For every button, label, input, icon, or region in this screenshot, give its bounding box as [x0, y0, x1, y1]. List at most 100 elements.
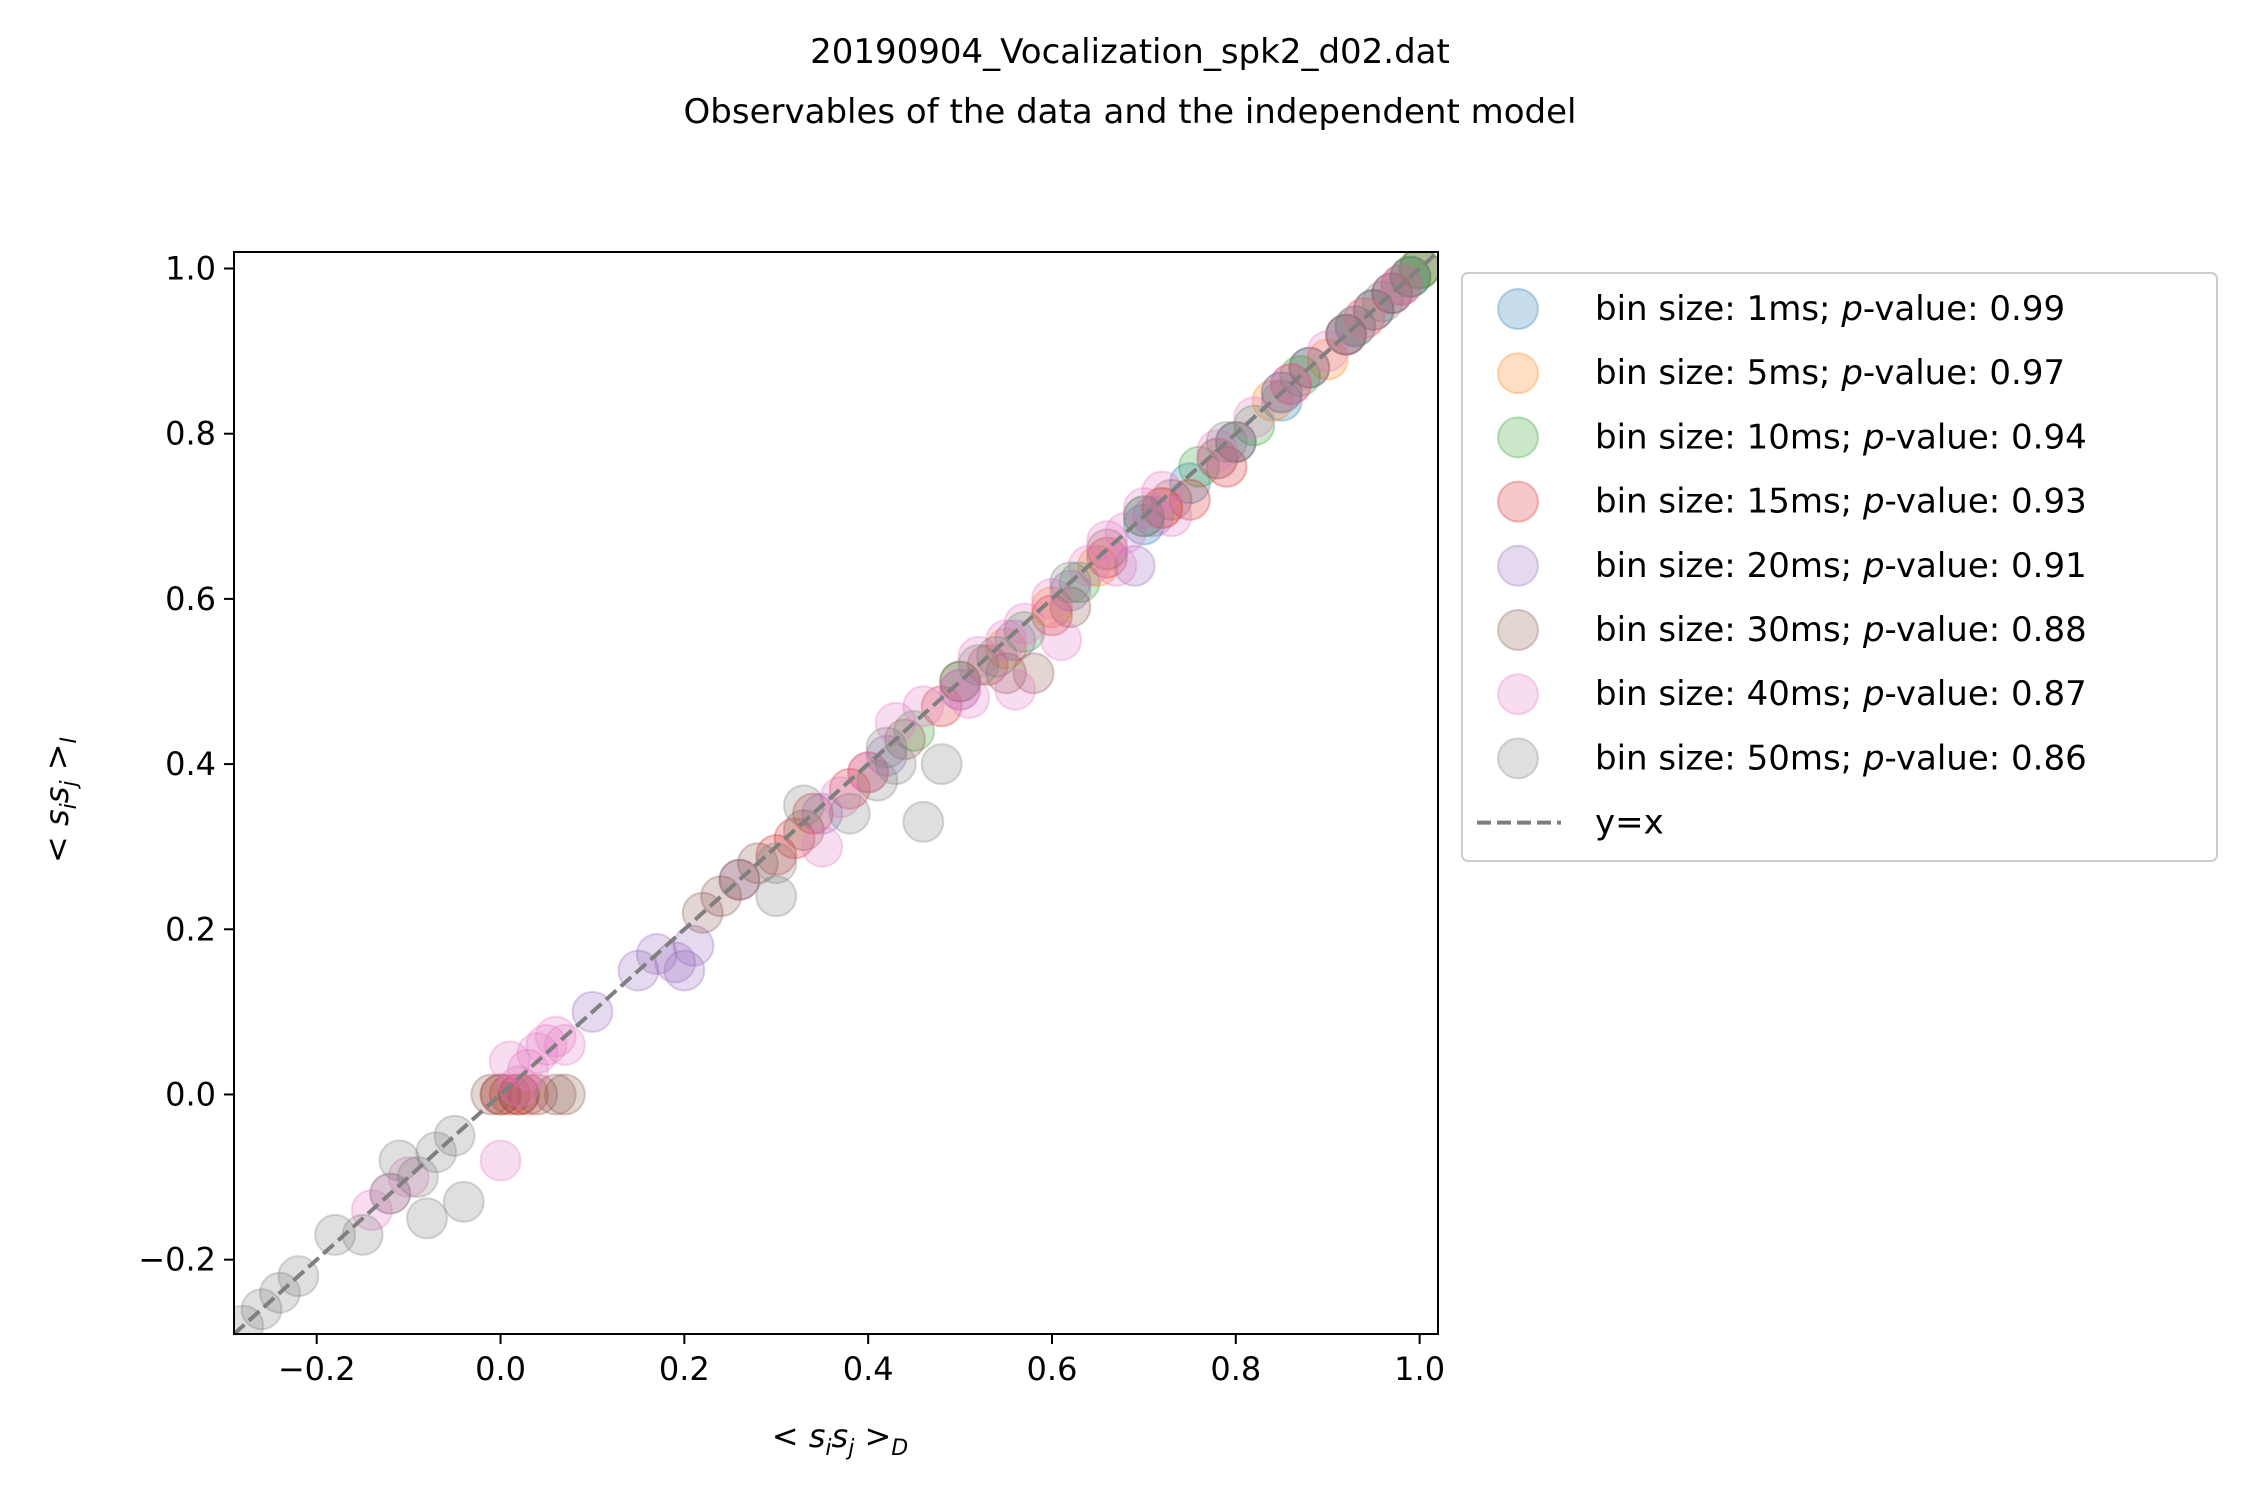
point-series-5-17: [1150, 478, 1193, 521]
point-series-1-1: [1030, 586, 1073, 629]
point-series-7-12: [442, 1180, 485, 1223]
point-series-6-4: [488, 1040, 531, 1083]
legend-label-0: bin size: 1ms; p-value: 0.99: [1595, 289, 2065, 329]
y-tick-label-1: 0.0: [165, 1075, 216, 1113]
point-series-0-0: [1122, 503, 1165, 546]
legend-box: [1461, 272, 2218, 862]
point-series-7-20: [902, 800, 945, 843]
point-series-3-12: [1086, 536, 1129, 579]
point-series-4-13: [1132, 495, 1175, 538]
reference-line: [232, 250, 1440, 1336]
point-series-6-12: [819, 776, 862, 819]
y-tick-label-2: 0.2: [165, 910, 216, 948]
x-tick-label-3: 0.4: [843, 1350, 894, 1388]
point-series-5-14: [1012, 652, 1055, 695]
legend-items: bin size: 1ms; p-value: 0.99 bin size: 5m…: [1477, 288, 2087, 843]
chart-subtitle: Observables of the data and the independ…: [684, 92, 1577, 132]
point-series-6-15: [902, 685, 945, 728]
point-series-5-15: [1049, 586, 1092, 629]
point-series-3-1: [488, 1073, 531, 1116]
legend-marker-4: [1497, 544, 1539, 587]
x-tick-label-2: 0.2: [659, 1350, 710, 1388]
point-series-0-3: [1260, 379, 1303, 422]
legend-label-reference: y=x: [1595, 803, 1664, 843]
point-series-6-30: [1150, 495, 1193, 538]
point-series-5-13: [985, 652, 1028, 695]
x-tick-label-6: 1.0: [1394, 1350, 1445, 1388]
point-series-6-26: [948, 677, 991, 720]
point-series-3-8: [847, 751, 890, 794]
point-series-7-8: [396, 1156, 439, 1199]
legend-label-2: bin size: 10ms; p-value: 0.94: [1595, 417, 2087, 457]
plot-area: [232, 250, 1440, 1336]
point-series-6-29: [1095, 544, 1138, 587]
legend-marker-7: [1497, 737, 1539, 780]
legend-label-6: bin size: 40ms; p-value: 0.87: [1595, 674, 2087, 714]
legend-marker-3: [1497, 480, 1539, 523]
point-series-7-7: [378, 1139, 421, 1182]
legend-label-5: bin size: 30ms; p-value: 0.88: [1595, 610, 2087, 650]
point-series-3-9: [920, 685, 963, 728]
point-series-6-13: [847, 751, 890, 794]
point-series-2-6: [1233, 404, 1276, 447]
point-series-6-8: [525, 1023, 568, 1066]
point-series-5-3: [516, 1073, 559, 1116]
point-series-2-3: [1058, 561, 1101, 604]
point-series-6-10: [543, 1023, 586, 1066]
x-tick-label-4: 0.6: [1027, 1350, 1078, 1388]
point-series-6-7: [516, 1032, 559, 1075]
x-tick-label-1: 0.0: [475, 1350, 526, 1388]
point-series-4-7: [801, 792, 844, 835]
point-series-3-14: [1168, 478, 1211, 521]
point-series-1-3: [1141, 487, 1184, 530]
point-series-1-4: [1196, 437, 1239, 480]
point-series-3-7: [828, 767, 871, 810]
chart-title: 20190904_Vocalization_spk2_d02.dat: [810, 32, 1450, 72]
point-series-4-14: [1196, 437, 1239, 480]
y-axis-label: < sisj >I: [38, 737, 82, 863]
point-series-6-24: [1122, 487, 1165, 530]
point-series-4-5: [672, 924, 715, 967]
point-series-6-3: [479, 1139, 522, 1182]
y-tick-label-5: 0.8: [165, 415, 216, 453]
point-series-1-6: [1306, 338, 1349, 381]
point-series-3-13: [1141, 487, 1184, 530]
point-series-7-4: [314, 1213, 357, 1256]
point-series-6-27: [994, 668, 1037, 711]
legend-marker-2: [1497, 416, 1539, 459]
point-series-5-11: [883, 718, 926, 761]
point-series-3-10: [966, 643, 1009, 686]
point-series-2-0: [893, 710, 936, 753]
point-series-7-21: [920, 743, 963, 786]
point-series-4-9: [939, 668, 982, 711]
y-tick-label-4: 0.6: [165, 580, 216, 618]
point-series-7-19: [874, 743, 917, 786]
point-series-7-17: [856, 759, 899, 802]
point-series-5-18: [1214, 420, 1257, 463]
legend-marker-5: [1497, 609, 1539, 651]
point-series-6-28: [1040, 619, 1083, 662]
point-series-7-13: [755, 875, 798, 918]
point-series-4-12: [1113, 544, 1156, 587]
point-series-1-0: [985, 627, 1028, 670]
point-series-6-16: [939, 668, 982, 711]
point-series-4-8: [865, 734, 908, 777]
point-series-3-15: [1205, 445, 1248, 488]
x-axis: −0.2 0.0 0.2 0.4 0.6 0.8 1.0: [278, 1334, 1445, 1388]
point-series-5-4: [534, 1073, 577, 1116]
x-tick-label-0: −0.2: [278, 1350, 356, 1388]
point-series-6-22: [1086, 520, 1129, 563]
point-series-1-2: [1076, 544, 1119, 587]
point-series-3-3: [507, 1073, 550, 1116]
legend-marker-0: [1497, 288, 1539, 330]
point-series-6-17: [957, 635, 1000, 678]
axes-frame: [233, 251, 1439, 1335]
point-series-6-11: [801, 825, 844, 868]
point-series-7-16: [828, 792, 871, 835]
x-tick-label-5: 0.8: [1210, 1350, 1261, 1388]
legend-label-3: bin size: 15ms; p-value: 0.93: [1595, 482, 2087, 522]
legend: bin size: 1ms; p-value: 0.99 bin size: 5m…: [1461, 272, 2218, 862]
y-tick-label-0: −0.2: [138, 1241, 216, 1279]
x-axis-label: < sisj >D: [772, 1417, 909, 1461]
